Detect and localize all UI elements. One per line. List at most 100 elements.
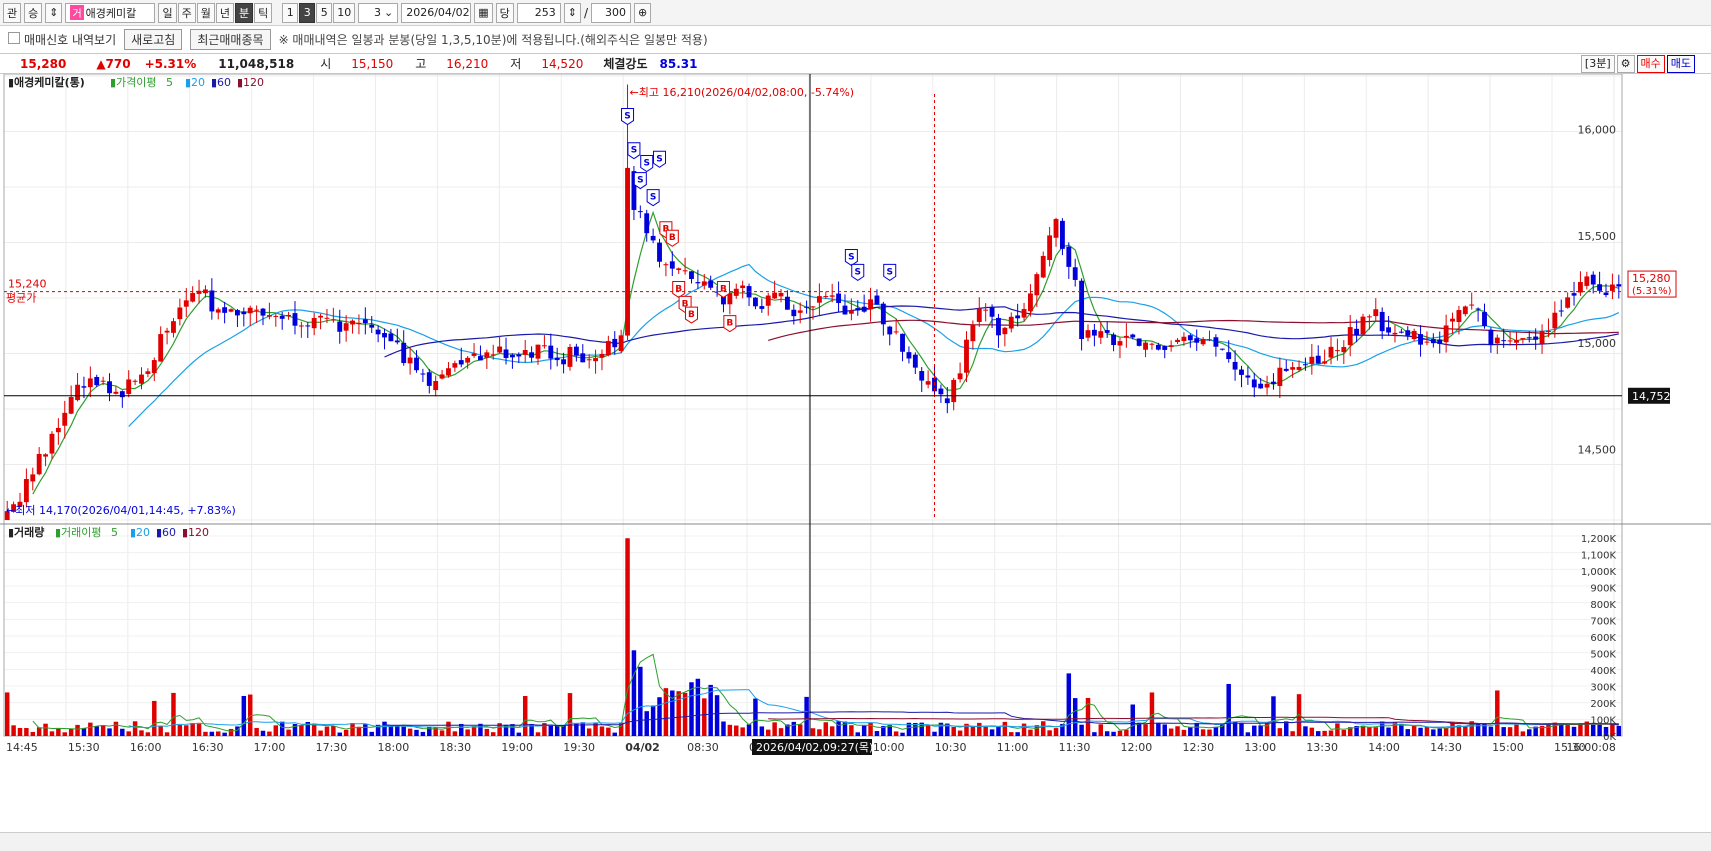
- sell-signal-marker: [621, 108, 635, 126]
- period-tab-4[interactable]: 분: [234, 2, 254, 23]
- volume-bar: [1060, 723, 1065, 736]
- candle-body: [1283, 368, 1289, 371]
- interval-input[interactable]: 3 ⌄: [358, 2, 399, 23]
- price-legend-ma20: ▮20: [185, 76, 205, 89]
- high-label: 고: [415, 57, 427, 71]
- count-input[interactable]: 253: [516, 2, 561, 23]
- interval-button-5[interactable]: 5: [316, 2, 333, 23]
- interval-button-10[interactable]: 10: [333, 2, 356, 23]
- period-tab-1[interactable]: 주: [177, 2, 196, 23]
- volume-bar: [1373, 727, 1379, 736]
- candle-body: [228, 309, 234, 312]
- candle-body: [1315, 355, 1321, 364]
- calendar-icon[interactable]: ▦: [474, 2, 493, 23]
- recent-stocks-button[interactable]: 최근매매종목: [190, 28, 271, 50]
- volume-bar: [797, 724, 803, 736]
- zoom-in-icon[interactable]: ⊕: [634, 2, 652, 23]
- candle-body: [529, 352, 535, 358]
- interval-buttons: 1 3 5 10: [282, 2, 356, 23]
- interval-button-1[interactable]: 1: [282, 2, 299, 23]
- time-axis-label: 04/02: [625, 741, 660, 754]
- candle-body: [1501, 340, 1507, 342]
- volume-bar: [849, 725, 854, 736]
- candle-body: [906, 352, 912, 359]
- chevron-down-icon[interactable]: ⌄: [384, 6, 394, 19]
- volume-bar: [1239, 723, 1244, 736]
- seung-button[interactable]: 승: [24, 2, 43, 23]
- stock-search-field[interactable]: 거 애경케미칼: [65, 2, 156, 23]
- candle-body: [951, 379, 957, 403]
- volume-bar: [1034, 725, 1040, 736]
- period-tab-2[interactable]: 월: [196, 2, 215, 23]
- volume-bar: [1322, 730, 1327, 736]
- interval-button-3[interactable]: 3: [299, 2, 316, 23]
- sell-signal-marker-text: S: [656, 154, 662, 164]
- candle-body: [1341, 347, 1347, 353]
- settings-gear-icon[interactable]: ⚙: [1616, 55, 1635, 73]
- volume-bar: [535, 732, 541, 736]
- candle-body: [1239, 369, 1244, 375]
- volume-bar: [254, 727, 259, 736]
- candle-body: [868, 299, 873, 310]
- period-tab-3[interactable]: 년: [215, 2, 234, 23]
- dang-button[interactable]: 당: [495, 2, 514, 23]
- candle-body: [829, 295, 835, 297]
- candle-body: [292, 313, 298, 326]
- signal-checkbox[interactable]: [8, 31, 20, 44]
- period-tab-0[interactable]: 일: [158, 2, 177, 23]
- volume-bar: [1392, 722, 1398, 736]
- volume-bar: [1290, 731, 1295, 736]
- candle-body: [1475, 308, 1481, 310]
- volume-bar: [164, 732, 170, 736]
- signal-checkbox-label: 매매신호 내역보기: [24, 32, 117, 47]
- max-count-input[interactable]: 300: [591, 2, 632, 23]
- volume-axis-label: 900K: [1590, 584, 1616, 595]
- candle-body: [465, 357, 471, 363]
- candle-body: [151, 360, 157, 374]
- candle-body: [1590, 274, 1596, 285]
- volume-bar: [682, 692, 688, 736]
- sell-button[interactable]: 매도: [1666, 55, 1695, 73]
- volume-bar: [407, 728, 413, 736]
- candle-body: [350, 320, 355, 325]
- refresh-button[interactable]: 새로고침: [124, 28, 183, 50]
- count-spinner-icon[interactable]: ⇕: [563, 2, 581, 23]
- volume-bar: [1418, 727, 1423, 736]
- signal-checkbox-wrap[interactable]: 매매신호 내역보기: [8, 31, 116, 48]
- updown-spinner-icon[interactable]: ⇕: [45, 2, 63, 23]
- candle-body: [420, 373, 426, 375]
- candle-body: [784, 296, 790, 310]
- candle-body: [682, 270, 688, 272]
- chart-bottom-toolbar[interactable]: [0, 832, 1711, 851]
- candle-body: [541, 345, 547, 347]
- volume-bar: [1047, 730, 1052, 736]
- candle-body: [1565, 297, 1571, 308]
- gwan-button[interactable]: 관: [3, 2, 22, 23]
- buy-button[interactable]: 매수: [1636, 55, 1665, 73]
- volume-bar: [1194, 722, 1199, 736]
- candle-body: [618, 335, 624, 352]
- candle-body: [30, 474, 36, 482]
- buy-signal-marker: [684, 306, 698, 324]
- average-price-label: 평균가: [6, 292, 36, 305]
- current-price: 15,280: [20, 56, 67, 71]
- volume-bar: [273, 725, 279, 736]
- sell-signal-marker: [633, 172, 647, 190]
- volume-bar: [190, 722, 195, 736]
- candle-body: [107, 381, 112, 394]
- date-field[interactable]: 2026/04/02: [401, 2, 472, 23]
- volume-bar: [1386, 727, 1391, 736]
- candle-body: [1328, 346, 1334, 358]
- time-axis-label: 11:30: [1059, 741, 1091, 754]
- candle-body: [171, 321, 176, 333]
- volume-bar: [1578, 723, 1583, 736]
- volume-bar: [1136, 722, 1142, 736]
- candle-body: [164, 330, 170, 333]
- chart-frame: [3, 74, 1623, 737]
- volume-bar: [1130, 704, 1136, 736]
- candle-body: [279, 315, 285, 319]
- candle-body: [75, 384, 80, 401]
- candle-body: [1462, 306, 1468, 315]
- period-tab-5[interactable]: 틱: [254, 2, 273, 23]
